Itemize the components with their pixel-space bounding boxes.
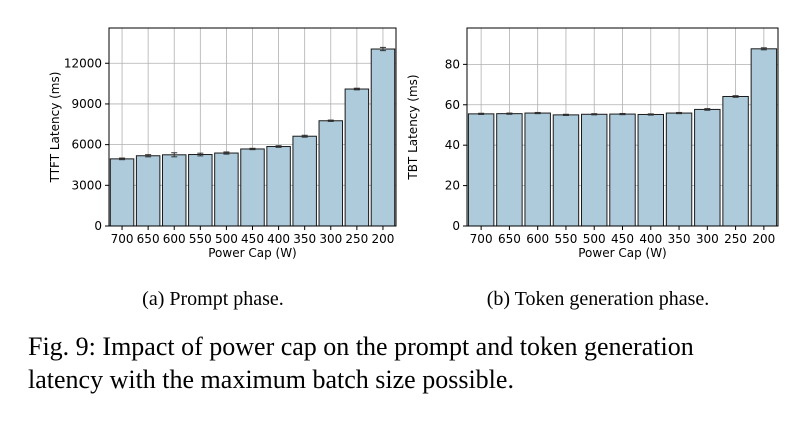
y-tick-label: 60 <box>445 98 460 112</box>
x-tick-label: 550 <box>189 232 212 246</box>
bar <box>524 112 551 227</box>
x-tick-label: 600 <box>163 232 186 246</box>
x-tick-label: 450 <box>611 232 634 246</box>
bar <box>266 146 291 227</box>
bar <box>161 154 187 227</box>
subcaption-b: (b) Token generation phase. <box>487 288 710 310</box>
x-tick-label: 250 <box>345 232 368 246</box>
bar <box>750 48 778 227</box>
x-tick-label: 700 <box>111 232 134 246</box>
x-tick-label: 550 <box>555 232 578 246</box>
y-axis-label: TTFT Latency (ms) <box>48 72 62 184</box>
chart-token-generation-phase: 0 20 40 60 80 700 650 600 550 500 450 400 350 300 250 2… <box>406 27 779 260</box>
y-tick-label: 3000 <box>71 178 102 192</box>
figure-caption: Fig. 9: Impact of power cap on the promp… <box>28 330 780 396</box>
bar <box>665 112 693 227</box>
bar <box>722 95 749 227</box>
figure-caption-line-1: Fig. 9: Impact of power cap on the promp… <box>28 332 694 361</box>
bar <box>637 113 664 227</box>
y-tick-label: 6000 <box>71 138 102 152</box>
y-tick-label: 9000 <box>71 97 102 111</box>
x-axis-label: Power Cap (W) <box>208 246 297 260</box>
bar <box>467 113 495 227</box>
bar <box>552 114 580 227</box>
x-tick-label: 200 <box>372 232 395 246</box>
x-axis-label: Power Cap (W) <box>578 246 667 260</box>
x-tick-label: 600 <box>526 232 549 246</box>
bar <box>496 113 523 227</box>
x-tick-label: 250 <box>724 232 747 246</box>
bar <box>370 48 396 227</box>
y-tick-label: 12000 <box>64 56 102 70</box>
bar <box>188 154 213 227</box>
bar <box>292 135 317 227</box>
bar <box>609 113 636 227</box>
x-tick-label: 200 <box>752 232 775 246</box>
subcaption-a: (a) Prompt phase. <box>142 288 284 310</box>
x-tick-label: 400 <box>267 232 290 246</box>
bar <box>135 155 161 227</box>
y-tick-label: 0 <box>452 219 460 233</box>
x-tick-label: 350 <box>668 232 691 246</box>
y-tick-label: 40 <box>445 138 460 152</box>
x-tick-label: 350 <box>293 232 316 246</box>
bar <box>109 158 135 227</box>
x-tick-label: 650 <box>498 232 521 246</box>
y-axis-label: TBT Latency (ms) <box>406 74 420 180</box>
figure-caption-line-2: latency with the maximum batch size poss… <box>28 365 514 394</box>
bar <box>581 113 608 227</box>
x-tick-label: 700 <box>470 232 493 246</box>
bar <box>318 120 344 227</box>
bar <box>240 148 265 227</box>
bar <box>214 152 239 227</box>
x-tick-label: 500 <box>215 232 238 246</box>
bar <box>694 108 721 227</box>
x-tick-label: 500 <box>583 232 606 246</box>
x-tick-label: 400 <box>639 232 662 246</box>
x-tick-label: 300 <box>319 232 342 246</box>
y-tick-label: 0 <box>94 219 102 233</box>
x-tick-label: 300 <box>696 232 719 246</box>
x-tick-label: 450 <box>241 232 264 246</box>
y-tick-label: 80 <box>445 57 460 71</box>
y-tick-label: 20 <box>445 179 460 193</box>
x-tick-label: 650 <box>137 232 160 246</box>
bar <box>344 88 370 227</box>
